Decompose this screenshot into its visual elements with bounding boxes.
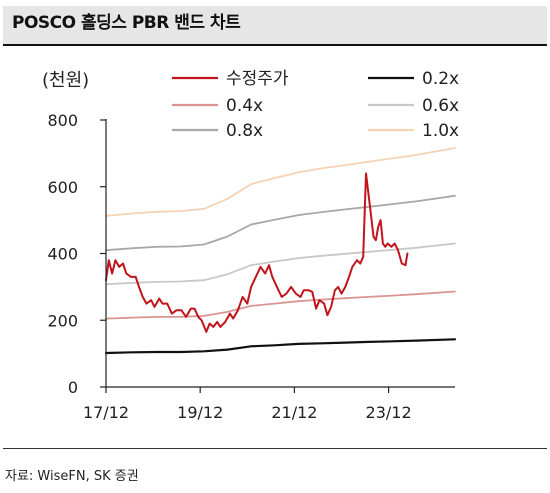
legend-label-0-6x: 0.6x bbox=[422, 96, 459, 116]
series-line-0-6x bbox=[105, 242, 456, 286]
x-tick-label: 19/12 bbox=[177, 403, 223, 422]
y-axis-unit-label: (천원) bbox=[42, 70, 90, 91]
series-line-0-8x bbox=[105, 194, 456, 252]
page-title: POSCO 홀딩스 PBR 밴드 차트 bbox=[12, 13, 241, 33]
y-tick-label: 0 bbox=[68, 378, 78, 397]
chart-legend: 수정주가 0.2x 0.4x 0.6x 0.8x 1.0x bbox=[172, 69, 459, 141]
y-tick-label: 400 bbox=[47, 245, 78, 264]
legend-label-price: 수정주가 bbox=[226, 69, 289, 89]
legend-label-0-8x: 0.8x bbox=[226, 121, 263, 141]
series-line-1-0x bbox=[105, 147, 456, 217]
x-tick-label: 17/12 bbox=[83, 403, 129, 422]
x-tick-label: 23/12 bbox=[366, 403, 412, 422]
series-lines bbox=[104, 147, 457, 355]
y-tick-label: 800 bbox=[47, 111, 78, 130]
chart-axes: 0 200 400 600 800 17/12 19/12 21/12 23/12 bbox=[47, 111, 455, 422]
series-line-0-4x bbox=[105, 290, 456, 320]
y-tick-label: 600 bbox=[47, 178, 78, 197]
title-divider bbox=[3, 44, 547, 46]
legend-label-0-2x: 0.2x bbox=[422, 69, 459, 89]
legend-label-0-4x: 0.4x bbox=[226, 96, 263, 116]
source-divider bbox=[3, 448, 547, 449]
title-bar bbox=[3, 6, 547, 44]
series-line-price bbox=[105, 172, 409, 333]
legend-label-1-0x: 1.0x bbox=[422, 121, 459, 141]
series-line-0-2x bbox=[104, 338, 457, 355]
source-note: 자료: WiseFN, SK 증권 bbox=[5, 469, 139, 484]
x-tick-label: 21/12 bbox=[271, 403, 317, 422]
y-tick-label: 200 bbox=[47, 311, 78, 330]
